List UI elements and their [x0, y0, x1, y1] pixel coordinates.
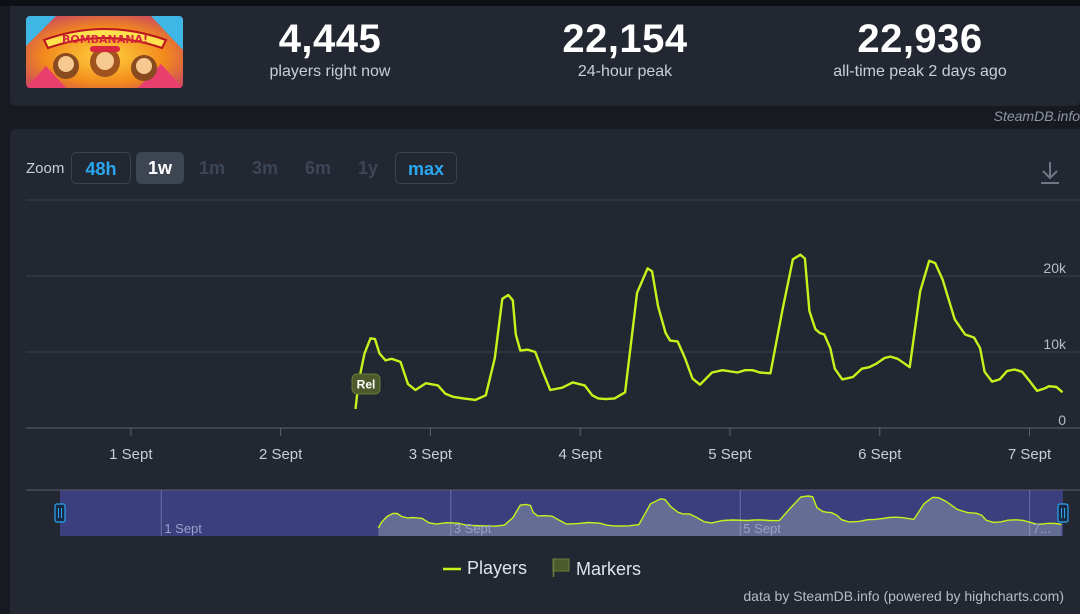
- x-tick-label: 4 Sept: [559, 446, 603, 463]
- game-logo[interactable]: BOMBANANA!: [26, 16, 183, 88]
- navigator[interactable]: 1 Sept 3 Sept 5 Sept 7...: [26, 489, 1080, 536]
- all-time-peak-value: 22,936: [857, 17, 983, 61]
- top-bar: [0, 0, 1080, 6]
- stat-current: 4,445 players right now: [250, 16, 410, 82]
- zoom-label: Zoom: [26, 160, 65, 177]
- x-tick-label: 3 Sept: [409, 446, 453, 463]
- navigator-label: 3 Sept: [454, 521, 492, 536]
- zoom-1w-button[interactable]: 1w: [136, 152, 184, 184]
- chart-grid: [26, 199, 1080, 429]
- y-axis: 0 10k 20k: [1043, 260, 1067, 428]
- chart-credit[interactable]: data by SteamDB.info (powered by highcha…: [743, 588, 1064, 604]
- zoom-48h-button[interactable]: 48h: [71, 152, 131, 184]
- x-tick-label: 7 Sept: [1008, 446, 1052, 463]
- navigator-handle-right[interactable]: [1057, 503, 1069, 523]
- game-logo-text: BOMBANANA!: [62, 33, 148, 46]
- current-players-label: players right now: [269, 63, 391, 80]
- y-tick-label: 10k: [1043, 336, 1067, 352]
- x-tick-label: 1 Sept: [109, 446, 153, 463]
- peak-24h-value: 22,154: [562, 17, 688, 61]
- navigator-handle-left[interactable]: [54, 503, 66, 523]
- zoom-max-button[interactable]: max: [395, 152, 457, 184]
- release-marker-label: Rel: [357, 378, 376, 392]
- navigator-handles: [54, 503, 1069, 523]
- y-tick-label: 0: [1058, 412, 1066, 428]
- legend-markers-label: Markers: [576, 559, 642, 579]
- navigator-label: 7...: [1033, 521, 1051, 536]
- current-players-value: 4,445: [278, 17, 382, 61]
- zoom-1m-button[interactable]: 1m: [198, 158, 225, 178]
- y-tick-label: 20k: [1043, 260, 1067, 276]
- steamdb-credit-top[interactable]: SteamDB.info: [993, 108, 1080, 124]
- legend-players-label: Players: [467, 558, 528, 578]
- navigator-series-line: [377, 495, 1062, 529]
- flag-icon: [552, 558, 570, 577]
- navigator-selection[interactable]: [60, 490, 1063, 536]
- navigator-label: 5 Sept: [743, 521, 781, 536]
- stats-panel: BOMBANANA! 4,445 players right now 22,15…: [10, 6, 1080, 106]
- peak-24h-label: 24-hour peak: [577, 63, 673, 80]
- x-axis: 1 Sept 2 Sept 3 Sept 4 Sept 5 Sept 6 Sept 7 Se…: [109, 428, 1052, 463]
- legend-players[interactable]: Players: [442, 558, 527, 579]
- x-tick-label: 2 Sept: [259, 446, 303, 463]
- line-legend-icon: [443, 568, 461, 571]
- download-icon[interactable]: [1038, 160, 1062, 186]
- navigator-grid: [160, 490, 1031, 536]
- navigator-series-area: [378, 496, 1062, 536]
- navigator-label: 1 Sept: [164, 521, 202, 536]
- x-tick-label: 6 Sept: [858, 446, 902, 463]
- all-time-peak-label: all-time peak 2 days ago: [833, 63, 1007, 80]
- players-series-line: [354, 253, 1064, 410]
- zoom-1y-button[interactable]: 1y: [357, 158, 379, 178]
- zoom-3m-button[interactable]: 3m: [251, 158, 278, 178]
- stat-all-time-peak: 22,936 all-time peak 2 days ago: [810, 16, 1030, 82]
- legend-markers[interactable]: Markers: [551, 558, 641, 580]
- markers-layer: Rel: [351, 373, 381, 395]
- navigator-labels: 1 Sept 3 Sept 5 Sept 7...: [164, 521, 1050, 536]
- zoom-6m-button[interactable]: 6m: [304, 158, 331, 178]
- stat-24h-peak: 22,154 24-hour peak: [540, 16, 710, 82]
- x-tick-label: 5 Sept: [708, 446, 752, 463]
- release-marker[interactable]: Rel: [351, 373, 381, 395]
